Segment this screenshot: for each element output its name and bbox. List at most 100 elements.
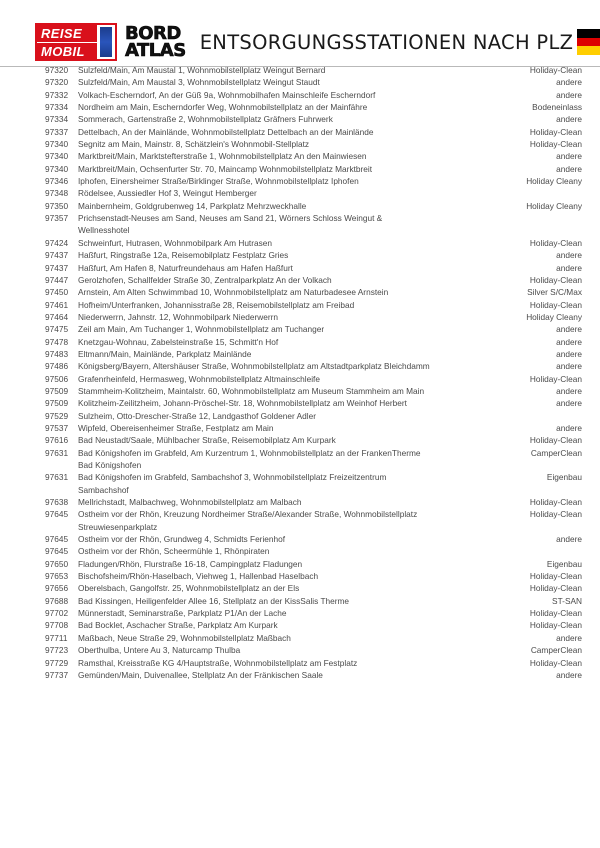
- table-row[interactable]: 97537 Wipfeld, Obereisenheimer Straße, Fe…: [0, 422, 600, 434]
- table-row[interactable]: 97650 Fladungen/Rhön, Flurstraße 16-18, C…: [0, 558, 600, 570]
- cell-system: [438, 212, 600, 237]
- table-row[interactable]: 97337 Dettelbach, An der Mainlände, Wohnm…: [0, 126, 600, 138]
- cell-system: Holiday-Clean: [529, 509, 582, 520]
- cell-description: Haßfurt, Ringstraße 12a, Reisemobilplatz…: [78, 250, 289, 261]
- cell-description: Iphofen, Einersheimer Straße/Birklinger …: [78, 176, 359, 187]
- table-row[interactable]: 97653 Bischofsheim/Rhön-Haselbach, Viehwe…: [0, 570, 600, 582]
- table-row[interactable]: 97464 Niederwerrn, Jahnstr. 12, Wohnmobil…: [0, 311, 600, 323]
- cell-plz: 97332: [45, 89, 69, 100]
- table-row[interactable]: 97334 Sommerach, Gartenstraße 2, Wohnmobi…: [0, 113, 600, 125]
- cell-description: Stammheim-Kolitzheim, Maintalstr. 60, Wo…: [78, 385, 425, 396]
- cell-system: Holiday-Clean: [529, 237, 582, 248]
- cell-description: Oberelsbach, Gangolfstr. 25, Wohnmobilst…: [78, 583, 300, 594]
- table-row[interactable]: 97702 Münnerstadt, Seminarstraße, Parkpla…: [0, 607, 600, 619]
- cell-plz: 97645: [45, 534, 69, 545]
- cell-system: Holiday-Clean: [529, 583, 582, 594]
- cell-plz: 97486: [45, 361, 69, 372]
- cell-description: Bischofsheim/Rhön-Haselbach, Viehweg 1, …: [78, 571, 319, 582]
- table-row[interactable]: 97320 Sulzfeld/Main, Am Maustal 3, Wohnmo…: [0, 76, 600, 88]
- cell-system: andere: [556, 324, 582, 335]
- table-row[interactable]: 97461 Hofheim/Unterfranken, Johannisstraß…: [0, 299, 600, 311]
- cell-plz: 97723: [45, 645, 69, 656]
- table-row[interactable]: 97723 Oberthulba, Untere Au 3, Naturcamp …: [0, 644, 600, 656]
- table-row[interactable]: 97348 Rödelsee, Aussiedler Hof 3, Weingut…: [0, 187, 600, 199]
- table-row[interactable]: 97447 Gerolzhofen, Schallfelder Straße 30…: [0, 274, 600, 286]
- cell-system: andere: [556, 163, 582, 174]
- cell-system: Holiday Cleany: [526, 200, 582, 211]
- cell-plz: 97437: [45, 262, 69, 273]
- table-row[interactable]: 97645 Ostheim vor der Rhön, Grundweg 4, S…: [0, 533, 600, 545]
- cell-plz: 97645: [45, 509, 69, 520]
- table-row[interactable]: 97475 Zeil am Main, Am Tuchanger 1, Wohnm…: [0, 323, 600, 335]
- cell-plz: 97506: [45, 373, 69, 384]
- table-row[interactable]: 97529 Sulzheim, Otto-Drescher-Straße 12, …: [0, 410, 600, 422]
- table-row[interactable]: 97340 Segnitz am Main, Mainstr. 8, Schätz…: [0, 138, 600, 150]
- table-row[interactable]: 97334 Nordheim am Main, Escherndorfer Weg…: [0, 101, 600, 113]
- cell-system: andere: [556, 398, 582, 409]
- table-row[interactable]: 97346 Iphofen, Einersheimer Straße/Birkli…: [0, 175, 600, 187]
- table-row[interactable]: 97729 Ramsthal, Kreisstraße KG 4/Hauptstr…: [0, 657, 600, 669]
- cell-plz: 97334: [45, 102, 69, 113]
- cell-system: Eigenbau: [546, 472, 582, 483]
- cell-plz: 97737: [45, 669, 69, 680]
- table-row[interactable]: 97424 Schweinfurt, Hutrasen, Wohnmobilpar…: [0, 237, 600, 249]
- table-row[interactable]: 97631 Bad Königshofen im Grabfeld, Sambac…: [0, 471, 600, 496]
- table-row[interactable]: 97711 Maßbach, Neue Straße 29, Wohnmobils…: [0, 632, 600, 644]
- cell-description: Oberthulba, Untere Au 3, Naturcamp Thulb…: [78, 645, 241, 656]
- cell-description: Segnitz am Main, Mainstr. 8, Schätzlein'…: [78, 139, 310, 150]
- cell-plz: 97337: [45, 126, 69, 137]
- cell-description: Bad Neustadt/Saale, Mühlbacher Straße, R…: [78, 435, 336, 446]
- cell-plz: 97638: [45, 497, 69, 508]
- table-row[interactable]: 97737 Gemünden/Main, Duivenallee, Stellpl…: [0, 669, 600, 681]
- cell-system: andere: [556, 385, 582, 396]
- table-row[interactable]: 97332 Volkach-Escherndorf, An der Güß 9a,…: [0, 89, 600, 101]
- cell-plz: 97509: [45, 398, 69, 409]
- cell-plz: 97656: [45, 583, 69, 594]
- cell-system: andere: [556, 422, 582, 433]
- table-row[interactable]: 97478 Knetzgau-Wohnau, Zabelsteinstraße 1…: [0, 336, 600, 348]
- reisemobil-logo-line1: REISE: [37, 25, 97, 42]
- table-row[interactable]: 97320 Sulzfeld/Main, Am Maustal 1, Wohnmo…: [0, 64, 600, 76]
- entsorgungsstationen-table: 97320 Sulzfeld/Main, Am Maustal 1, Wohnmo…: [0, 64, 600, 681]
- table-row[interactable]: 97616 Bad Neustadt/Saale, Mühlbacher Stra…: [0, 434, 600, 446]
- cell-plz: 97424: [45, 237, 69, 248]
- table-row[interactable]: 97506 Grafenrheinfeld, Hermasweg, Wohnmob…: [0, 373, 600, 385]
- cell-description: Münnerstadt, Seminarstraße, Parkplatz P1…: [78, 608, 287, 619]
- cell-system: Holiday-Clean: [529, 274, 582, 285]
- table-row[interactable]: 97509 Stammheim-Kolitzheim, Maintalstr. 6…: [0, 385, 600, 397]
- cell-description: Königsberg/Bayern, Altershäuser Straße, …: [78, 361, 430, 372]
- cell-system: Silver S/C/Max: [527, 287, 582, 298]
- table-row[interactable]: 97638 Mellrichstadt, Malbachweg, Wohnmobi…: [0, 496, 600, 508]
- cell-description: Wipfeld, Obereisenheimer Straße, Festpla…: [78, 422, 274, 433]
- table-row[interactable]: 97688 Bad Kissingen, Heiligenfelder Allee…: [0, 595, 600, 607]
- cell-description: Gerolzhofen, Schallfelder Straße 30, Zen…: [78, 274, 332, 285]
- table-row[interactable]: 97708 Bad Bocklet, Aschacher Straße, Park…: [0, 619, 600, 631]
- table-row[interactable]: 97486 Königsberg/Bayern, Altershäuser Str…: [0, 360, 600, 372]
- table-row[interactable]: 97340 Marktbreit/Main, Ochsenfurter Str. …: [0, 163, 600, 175]
- table-row[interactable]: 97645 Ostheim vor der Rhön, Kreuzung Nord…: [0, 508, 600, 533]
- table-row[interactable]: 97450 Arnstein, Am Alten Schwimmbad 10, W…: [0, 286, 600, 298]
- table-row[interactable]: 97631 Bad Königshofen im Grabfeld, Am Kur…: [0, 447, 600, 472]
- cell-description: Sulzfeld/Main, Am Maustal 1, Wohnmobilst…: [78, 65, 326, 75]
- table-row[interactable]: 97340 Marktbreit/Main, Marktstefterstraße…: [0, 150, 600, 162]
- page-title: ENTSORGUNGSSTATIONEN NACH PLZ: [199, 30, 574, 54]
- cell-system: Holiday-Clean: [529, 657, 582, 668]
- cell-plz: 97631: [45, 447, 69, 458]
- table-row[interactable]: 97350 Mainbernheim, Goldgrubenweg 14, Par…: [0, 200, 600, 212]
- table-row[interactable]: 97437 Haßfurt, Ringstraße 12a, Reisemobil…: [0, 249, 600, 261]
- table-row[interactable]: 97656 Oberelsbach, Gangolfstr. 25, Wohnmo…: [0, 582, 600, 594]
- cell-system: Holiday-Clean: [529, 435, 582, 446]
- cell-description: Ostheim vor der Rhön, Kreuzung Nordheime…: [78, 509, 418, 532]
- cell-plz: 97631: [45, 472, 69, 483]
- table-row[interactable]: 97483 Eltmann/Main, Mainlände, Parkplatz …: [0, 348, 600, 360]
- cell-system: andere: [556, 151, 582, 162]
- table-row[interactable]: 97357 Prichsenstadt-Neuses am Sand, Neuse…: [0, 212, 600, 237]
- flag-stripe-gold: [577, 46, 600, 56]
- cell-system: Holiday-Clean: [529, 373, 582, 384]
- table-row[interactable]: 97437 Haßfurt, Am Hafen 8, Naturfreundeha…: [0, 262, 600, 274]
- table-row[interactable]: 97645 Ostheim vor der Rhön, Scheermühle 1…: [0, 545, 600, 557]
- reisemobil-logo-accent-bar: [100, 27, 112, 57]
- flag-stripe-black: [577, 29, 600, 38]
- table-row[interactable]: 97509 Kolitzheim-Zeilitzheim, Johann-Prös…: [0, 397, 600, 409]
- header-divider: [0, 66, 600, 67]
